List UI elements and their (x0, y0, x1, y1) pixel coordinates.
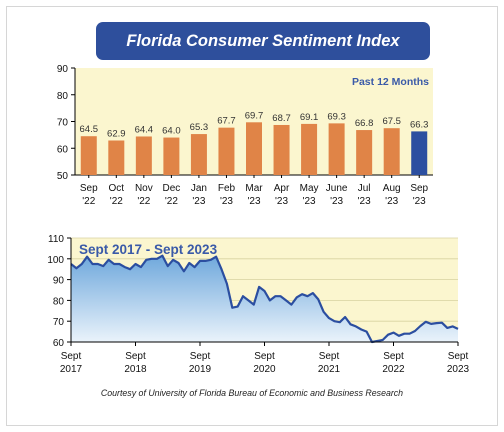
bar-x-tick-label: '22 (137, 196, 150, 207)
bar (383, 128, 400, 175)
bar (190, 134, 207, 175)
bar-x-tick-label: June (326, 183, 348, 194)
bar-x-tick-label: Feb (218, 183, 236, 194)
source-credit: Courtesy of University of Florida Bureau… (100, 388, 404, 398)
bar-x-tick-label: Mar (245, 183, 263, 194)
bar-x-tick-label: Sep (410, 183, 428, 194)
area-y-tick-label: 110 (48, 234, 64, 245)
bar-value-label: 67.7 (217, 116, 236, 127)
bar-x-tick-label: '22 (110, 196, 123, 207)
area-x-tick-label: 2019 (189, 364, 212, 375)
bar (218, 127, 235, 175)
area-x-tick-label: Sept (190, 351, 211, 362)
bar-x-tick-label: '23 (220, 196, 233, 207)
bar-x-tick-label: Aug (383, 183, 401, 194)
bar-x-tick-label: '22 (165, 196, 178, 207)
bar-value-label: 67.5 (382, 116, 401, 127)
bar-x-tick-label: Jul (358, 183, 371, 194)
area-x-tick-label: 2018 (124, 364, 147, 375)
bar-x-tick-label: Jan (191, 183, 207, 194)
bar-value-label: 65.3 (190, 122, 209, 133)
bar-x-tick-label: '23 (192, 196, 205, 207)
series-line (70, 254, 459, 344)
bar (328, 123, 345, 175)
area-x-tick-label: 2021 (318, 364, 341, 375)
area-chart-panel: 60 70 80 90 100 110 Sept 2017 Sept 2018 Sept 2019 Se… (47, 234, 469, 375)
bar-x-tick-label: Nov (135, 183, 153, 194)
bar-value-label: 64.5 (80, 124, 99, 135)
bar (301, 123, 318, 175)
bar-value-label: 69.7 (245, 110, 264, 121)
bar-y-tick-label: 70 (57, 118, 69, 129)
bar-x-tick-label: '23 (275, 196, 288, 207)
bar (411, 131, 428, 175)
bar-value-label: 62.9 (107, 128, 126, 139)
area-y-tick-label: 60 (53, 338, 65, 349)
bar-value-label: 68.7 (272, 113, 291, 124)
bar-x-tick-label: Apr (274, 183, 290, 194)
bar-y-tick-label: 50 (57, 171, 69, 182)
area-x-tick-label: Sept (254, 351, 275, 362)
bar-x-tick-label: '22 (82, 196, 95, 207)
area-y-tick-label: 90 (53, 276, 65, 287)
area-x-tick-label: 2023 (447, 364, 470, 375)
area-x-tick-label: Sept (125, 351, 146, 362)
bar (356, 130, 373, 175)
bar-subtitle: Past 12 Months (352, 76, 429, 88)
bar-y-tick-label: 80 (57, 91, 69, 102)
bar-x-tick-label: Dec (162, 183, 180, 194)
bar (135, 136, 152, 175)
bar-x-tick-label: '23 (385, 196, 398, 207)
area-y-tick-label: 80 (53, 296, 65, 307)
bar-chart-panel: 50 60 70 80 90 Past 12 Months 64.5 Sep '22 62.9 Oc… (57, 64, 433, 207)
bar-x-tick-label: Oct (109, 183, 125, 194)
bar-x-tick-label: Sep (80, 183, 98, 194)
area-subtitle: Sept 2017 - Sept 2023 (79, 242, 218, 257)
bar-y-tick-label: 60 (57, 144, 69, 155)
bar (246, 122, 262, 175)
bar (273, 124, 290, 175)
bar-value-label: 66.3 (410, 119, 429, 130)
bar-x-tick-label: '23 (330, 196, 343, 207)
area-fill (71, 255, 458, 342)
bar (80, 136, 97, 175)
bar-value-label: 69.3 (327, 111, 346, 122)
bar-x-tick-label: '23 (247, 196, 260, 207)
bar-value-label: 64.0 (162, 126, 181, 137)
area-x-tick-label: Sept (383, 351, 404, 362)
bar-value-label: 64.4 (135, 124, 154, 135)
bar-x-tick-label: May (300, 183, 319, 194)
area-y-tick-label: 70 (53, 317, 65, 328)
bar (163, 137, 180, 175)
bar-y-tick-label: 90 (57, 64, 69, 75)
bar-value-label: 66.8 (355, 118, 374, 129)
chart-title: Florida Consumer Sentiment Index (96, 22, 430, 60)
bar-x-tick-label: '23 (358, 196, 371, 207)
area-x-tick-label: 2022 (382, 364, 405, 375)
bar (108, 140, 125, 175)
area-x-tick-label: Sept (448, 351, 469, 362)
area-x-tick-label: Sept (61, 351, 82, 362)
area-x-tick-label: 2020 (253, 364, 276, 375)
bar-x-tick-label: '23 (413, 196, 426, 207)
area-x-tick-label: Sept (319, 351, 340, 362)
bar-value-label: 69.1 (300, 112, 319, 123)
area-x-tick-label: 2017 (60, 364, 83, 375)
bar-x-tick-label: '23 (303, 196, 316, 207)
area-y-tick-label: 100 (47, 255, 64, 266)
